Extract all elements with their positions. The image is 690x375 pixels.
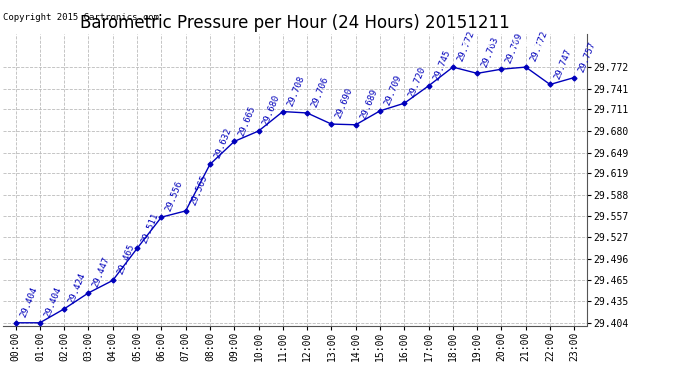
Text: 29.556: 29.556 [164,180,184,213]
Text: 29.772: 29.772 [529,30,549,63]
Title: Barometric Pressure per Hour (24 Hours) 20151211: Barometric Pressure per Hour (24 Hours) … [80,14,510,32]
Text: 29.747: 29.747 [553,47,573,80]
Text: 29.769: 29.769 [504,32,524,65]
Text: 29.465: 29.465 [115,243,136,276]
Text: Copyright 2015 Cartronics.com: Copyright 2015 Cartronics.com [3,13,159,22]
Text: 29.708: 29.708 [286,74,306,107]
Text: 29.404: 29.404 [19,285,39,319]
Text: 29.720: 29.720 [407,66,428,99]
Text: 29.404: 29.404 [43,285,63,319]
Text: 29.680: 29.680 [262,94,282,127]
Text: 29.706: 29.706 [310,75,331,109]
Text: 29.689: 29.689 [359,87,379,121]
Text: 29.763: 29.763 [480,36,500,69]
Text: 29.709: 29.709 [383,74,403,107]
Text: 29.757: 29.757 [577,40,598,74]
Text: Pressure  (Inches/Hg): Pressure (Inches/Hg) [443,39,575,49]
Text: 29.745: 29.745 [431,48,452,82]
Text: 29.632: 29.632 [213,127,233,160]
Text: 29.772: 29.772 [455,30,476,63]
Text: 29.447: 29.447 [91,255,112,289]
Text: 29.511: 29.511 [140,211,160,244]
Text: 29.424: 29.424 [67,272,88,305]
Text: 29.665: 29.665 [237,104,257,137]
Text: 29.690: 29.690 [334,87,355,120]
Text: 29.565: 29.565 [188,174,209,207]
